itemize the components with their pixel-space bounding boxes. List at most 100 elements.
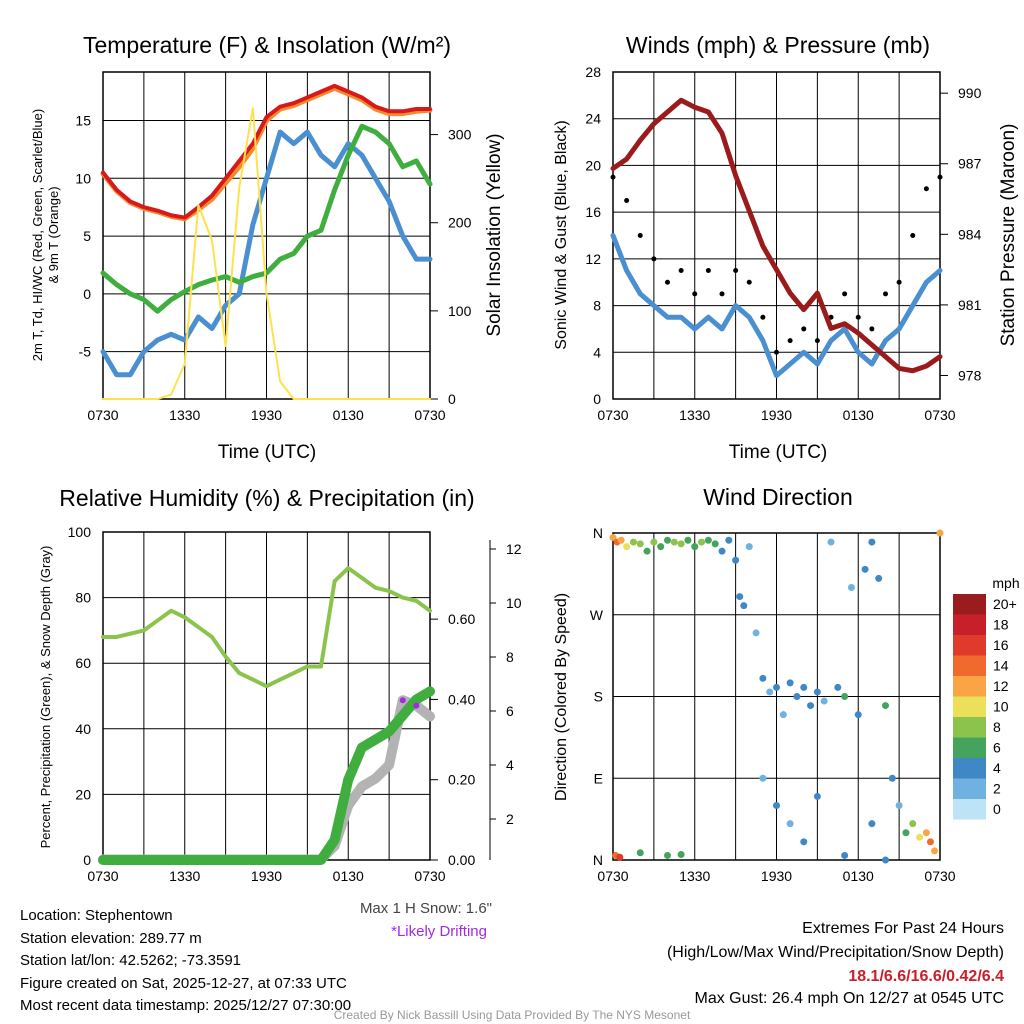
gust-point xyxy=(678,268,684,274)
winds-xtick-label: 1330 xyxy=(679,407,710,423)
wind-direction-point xyxy=(827,538,835,546)
gust-point xyxy=(842,291,848,297)
winds-ylabel: Sonic Wind & Gust (Blue, Black) xyxy=(553,120,570,349)
winds-ytick-label: 24 xyxy=(585,111,601,127)
temperature-panel: Temperature (F) & Insolation (W/m²) Time… xyxy=(30,32,505,463)
humidity-ylabel: Percent, Precipitation (Green), & Snow D… xyxy=(38,546,53,849)
colorbar-swatch xyxy=(953,676,986,697)
colorbar-swatch xyxy=(953,737,986,758)
wind-direction-point xyxy=(636,849,644,857)
elevation-text: Station elevation: 289.77 m xyxy=(20,930,202,947)
humidity-xtick-label: 0130 xyxy=(333,868,364,884)
precip-line xyxy=(98,686,435,865)
snow-ytick-label: 8 xyxy=(506,649,514,665)
wind-direction-point xyxy=(643,547,651,555)
colorbar-label: 2 xyxy=(993,781,1001,797)
colorbar-swatch xyxy=(953,655,986,676)
humidity-ytick-label: 100 xyxy=(68,524,92,540)
direction-ytick-label: W xyxy=(590,607,604,623)
gust-point xyxy=(665,279,670,285)
wind-direction-point xyxy=(725,536,733,544)
wind-direction-point xyxy=(895,802,903,809)
station-info: Location: Stephentown Station elevation:… xyxy=(20,907,351,1014)
wind-direction-point xyxy=(684,536,692,544)
snow-ytick-label: 10 xyxy=(506,595,522,611)
winds-ytick-label: 28 xyxy=(585,64,601,80)
wind-direction-point xyxy=(711,540,719,548)
wind-direction-panel: Wind Direction Direction (Colored By Spe… xyxy=(553,484,1020,884)
wind-direction-point xyxy=(766,688,774,696)
extremes-info: Extremes For Past 24 Hours (High/Low/Max… xyxy=(667,920,1004,1007)
wind-direction-point xyxy=(718,547,726,555)
gust-point xyxy=(883,291,888,297)
wind-direction-point xyxy=(909,820,917,828)
snow-ytick-label: 4 xyxy=(506,757,514,773)
colorbar-label: 16 xyxy=(993,637,1009,653)
temperature-xtick-label: 0730 xyxy=(414,407,445,423)
gust-point xyxy=(610,174,616,180)
wind-direction-xtick-label: 1330 xyxy=(679,868,710,884)
wind-direction-point xyxy=(841,693,849,700)
winds-ytick-label: 12 xyxy=(585,251,601,267)
wind-direction-point xyxy=(670,538,678,546)
wind-direction-ylabel: Direction (Colored By Speed) xyxy=(553,593,570,801)
wind-direction-point xyxy=(616,853,624,861)
pressure-ytick-label: 984 xyxy=(958,226,982,242)
colorbar-label: 18 xyxy=(993,617,1009,633)
solar-ytick-label: 300 xyxy=(448,127,472,143)
direction-ytick-label: E xyxy=(594,770,603,786)
winds-title: Winds (mph) & Pressure (mb) xyxy=(626,32,930,58)
colorbar-swatch xyxy=(953,758,986,779)
gust-point xyxy=(787,338,793,344)
latlon-text: Station lat/lon: 42.5262; -73.3591 xyxy=(20,952,241,969)
credit-text: Created By Nick Bassill Using Data Provi… xyxy=(334,1008,691,1022)
temperature-xtick-label: 1930 xyxy=(251,407,282,423)
colorbar-swatch xyxy=(953,594,986,615)
winds-ytick-label: 0 xyxy=(593,391,601,407)
gust-point xyxy=(719,291,725,297)
temperature-plot-frame xyxy=(102,71,431,400)
wind-direction-point xyxy=(732,556,740,564)
temperature-xtick-label: 1330 xyxy=(169,407,200,423)
winds-xtick-label: 1930 xyxy=(761,407,792,423)
humidity-ytick-label: 0 xyxy=(83,852,91,868)
wind-direction-point xyxy=(882,856,889,864)
wind-direction-point xyxy=(922,829,930,837)
max-snow-label: Max 1 H Snow: 1.6" xyxy=(360,900,492,917)
colorbar-label: 0 xyxy=(993,801,1001,817)
colorbar-swatch xyxy=(953,799,986,820)
colorbar-title: mph xyxy=(992,575,1019,591)
direction-ytick-label: N xyxy=(593,852,603,868)
direction-ytick-label: N xyxy=(593,525,603,541)
colorbar-label: 10 xyxy=(993,699,1009,715)
wind-direction-point xyxy=(677,851,685,859)
gust-point xyxy=(801,326,807,332)
gust-point xyxy=(651,256,657,262)
gust-point xyxy=(923,186,929,192)
temperature-ylabel-line2: & 9m T (Orange) xyxy=(46,186,61,283)
colorbar-label: 14 xyxy=(993,658,1009,674)
pressure-ytick-label: 990 xyxy=(958,85,982,101)
colorbar-swatch xyxy=(953,778,986,799)
wind-direction-point xyxy=(902,829,910,837)
precip-ytick-label: 0.20 xyxy=(448,772,475,788)
location-text: Location: Stephentown xyxy=(20,907,173,924)
wind-direction-point xyxy=(868,538,876,546)
solar-ytick-label: 0 xyxy=(448,391,456,407)
snow-ytick-label: 6 xyxy=(506,703,514,719)
gust-point xyxy=(896,279,902,285)
humidity-ytick-label: 80 xyxy=(75,590,91,606)
precip-ytick-label: 0.60 xyxy=(448,611,475,627)
extremes-values: 18.1/6.6/16.6/0.42/6.4 xyxy=(848,968,1004,985)
pressure-ylabel: Station Pressure (Maroon) xyxy=(998,124,1019,347)
created-text: Figure created on Sat, 2025-12-27, at 07… xyxy=(20,975,347,992)
colorbar-label: 8 xyxy=(993,719,1001,735)
wind-direction-point xyxy=(704,536,712,544)
wind-direction-point xyxy=(629,538,637,546)
temperature-xtick-label: 0730 xyxy=(87,407,118,423)
winds-xlabel: Time (UTC) xyxy=(729,442,828,463)
temperature-title: Temperature (F) & Insolation (W/m²) xyxy=(83,32,451,58)
max-gust-text: Max Gust: 26.4 mph On 12/27 at 0545 UTC xyxy=(695,990,1005,1007)
sonic-wind-line xyxy=(610,233,943,379)
colorbar-label: 12 xyxy=(993,678,1009,694)
